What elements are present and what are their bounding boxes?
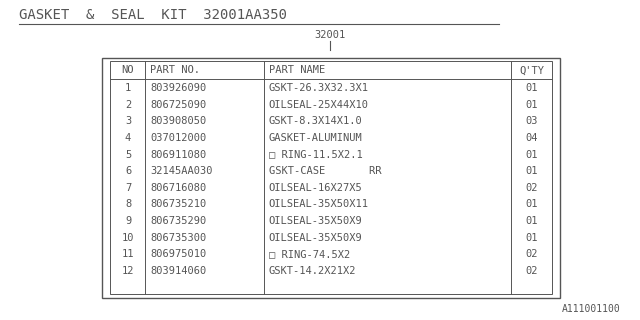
Text: OILSEAL-25X44X10: OILSEAL-25X44X10 [269, 100, 369, 110]
Text: □ RING-11.5X2.1: □ RING-11.5X2.1 [269, 149, 362, 160]
Text: 10: 10 [122, 233, 134, 243]
Text: GSKT-14.2X21X2: GSKT-14.2X21X2 [269, 266, 356, 276]
Text: GSKT-26.3X32.3X1: GSKT-26.3X32.3X1 [269, 83, 369, 93]
Text: □ RING-74.5X2: □ RING-74.5X2 [269, 249, 350, 260]
Text: GSKT-CASE       RR: GSKT-CASE RR [269, 166, 381, 176]
Text: 32145AA030: 32145AA030 [150, 166, 213, 176]
Text: 01: 01 [525, 149, 538, 160]
Text: 8: 8 [125, 199, 131, 210]
Bar [110, 61, 552, 294]
Text: OILSEAL-35X50X9: OILSEAL-35X50X9 [269, 233, 362, 243]
Text: 806975010: 806975010 [150, 249, 207, 260]
Text: PART NAME: PART NAME [269, 65, 325, 76]
Text: 01: 01 [525, 83, 538, 93]
Text: OILSEAL-35X50X9: OILSEAL-35X50X9 [269, 216, 362, 226]
Text: A111001100: A111001100 [562, 304, 621, 314]
Text: Q'TY: Q'TY [519, 65, 545, 76]
Text: 806735210: 806735210 [150, 199, 207, 210]
Text: 806735290: 806735290 [150, 216, 207, 226]
Text: 1: 1 [125, 83, 131, 93]
Text: 11: 11 [122, 249, 134, 260]
Text: NO: NO [122, 65, 134, 76]
Text: 7: 7 [125, 183, 131, 193]
Text: 02: 02 [525, 183, 538, 193]
Bar [102, 58, 560, 298]
Text: 806725090: 806725090 [150, 100, 207, 110]
Text: 02: 02 [525, 266, 538, 276]
Text: 04: 04 [525, 133, 538, 143]
Text: PART NO.: PART NO. [150, 65, 200, 76]
Text: 32001: 32001 [314, 30, 345, 40]
Text: 01: 01 [525, 216, 538, 226]
Text: 01: 01 [525, 166, 538, 176]
Text: 4: 4 [125, 133, 131, 143]
Text: 03: 03 [525, 116, 538, 126]
Text: 803908050: 803908050 [150, 116, 207, 126]
Text: 5: 5 [125, 149, 131, 160]
Text: 3: 3 [125, 116, 131, 126]
Text: 9: 9 [125, 216, 131, 226]
Text: 037012000: 037012000 [150, 133, 207, 143]
Text: GASKET-ALUMINUM: GASKET-ALUMINUM [269, 133, 362, 143]
Text: 806911080: 806911080 [150, 149, 207, 160]
Text: 01: 01 [525, 100, 538, 110]
Text: OILSEAL-16X27X5: OILSEAL-16X27X5 [269, 183, 362, 193]
Text: 6: 6 [125, 166, 131, 176]
Text: 806716080: 806716080 [150, 183, 207, 193]
Text: 01: 01 [525, 199, 538, 210]
Text: GASKET  &  SEAL  KIT  32001AA350: GASKET & SEAL KIT 32001AA350 [19, 8, 287, 22]
Text: 01: 01 [525, 233, 538, 243]
Text: OILSEAL-35X50X11: OILSEAL-35X50X11 [269, 199, 369, 210]
Text: 12: 12 [122, 266, 134, 276]
Text: 803926090: 803926090 [150, 83, 207, 93]
Text: 803914060: 803914060 [150, 266, 207, 276]
Text: 02: 02 [525, 249, 538, 260]
Text: 806735300: 806735300 [150, 233, 207, 243]
Text: GSKT-8.3X14X1.0: GSKT-8.3X14X1.0 [269, 116, 362, 126]
Text: 2: 2 [125, 100, 131, 110]
